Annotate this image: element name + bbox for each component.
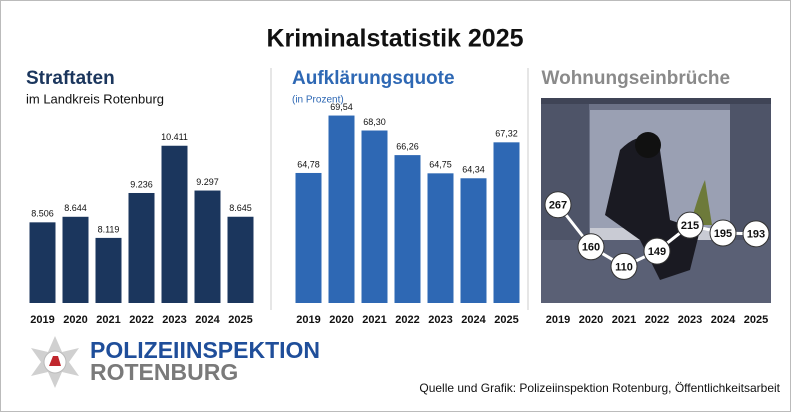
bar (328, 115, 355, 303)
x-tick-label: 2023 (162, 314, 186, 326)
marker (709, 219, 737, 247)
bar (161, 145, 188, 303)
x-tick-label: 2022 (129, 314, 153, 326)
value-label: 68,30 (363, 117, 386, 127)
marker (676, 211, 704, 239)
x-tick-label: 2024 (711, 314, 736, 326)
bar (62, 216, 89, 303)
bar (460, 178, 487, 303)
marker (577, 233, 605, 261)
value-label: 149 (648, 246, 666, 258)
x-tick-label: 2025 (228, 314, 252, 326)
value-label: 69,54 (330, 102, 353, 112)
x-tick-label: 2020 (329, 314, 353, 326)
value-label: 267 (549, 200, 567, 212)
x-tick-label: 2021 (612, 314, 636, 326)
x-tick-label: 2020 (63, 314, 87, 326)
marker (544, 191, 572, 219)
value-label: 64,75 (429, 160, 452, 170)
bar (427, 173, 454, 303)
chart-subtitle: (in Prozent) (292, 95, 344, 106)
x-tick-label: 2021 (362, 314, 386, 326)
value-label: 110 (615, 261, 633, 273)
bar (361, 130, 388, 303)
value-label: 8.645 (229, 203, 252, 213)
x-tick-label: 2023 (428, 314, 452, 326)
bar (394, 155, 421, 303)
x-tick-label: 2022 (395, 314, 419, 326)
bar (493, 142, 520, 303)
value-label: 8.506 (31, 209, 54, 219)
value-label: 8.644 (64, 203, 87, 213)
value-label: 10.411 (161, 132, 188, 142)
x-tick-label: 2019 (30, 314, 54, 326)
value-label: 193 (747, 229, 765, 241)
logo-line1: POLIZEIINSPEKTION (90, 337, 320, 363)
x-tick-label: 2020 (579, 314, 603, 326)
chart-title: Aufklärungsquote (292, 68, 455, 89)
x-tick-label: 2025 (744, 314, 768, 326)
x-tick-label: 2023 (678, 314, 702, 326)
value-label: 8.119 (98, 224, 120, 234)
value-label: 195 (714, 228, 732, 240)
main-title: Kriminalstatistik 2025 (266, 25, 523, 53)
x-tick-label: 2025 (494, 314, 518, 326)
marker (610, 252, 638, 280)
value-label: 66,26 (396, 141, 419, 151)
value-label: 160 (582, 242, 600, 254)
x-tick-label: 2024 (461, 314, 486, 326)
x-tick-label: 2019 (296, 314, 320, 326)
x-tick-label: 2019 (546, 314, 570, 326)
logo-emblem (31, 336, 79, 388)
x-tick-label: 2021 (96, 314, 120, 326)
bar (227, 216, 254, 303)
marker (643, 237, 671, 265)
value-label: 67,32 (495, 129, 518, 139)
logo-line2: ROTENBURG (90, 359, 238, 385)
bar (295, 172, 322, 303)
source: Quelle und Grafik: Polizeiinspektion Rot… (419, 381, 780, 395)
value-label: 9.297 (196, 177, 219, 187)
x-tick-label: 2022 (645, 314, 669, 326)
chart-title: Wohnungseinbrüche (542, 68, 731, 89)
bar (95, 237, 122, 303)
marker (742, 220, 770, 248)
x-tick-label: 2024 (195, 314, 220, 326)
value-label: 64,34 (462, 165, 485, 175)
value-label: 64,78 (297, 159, 320, 169)
photo (541, 98, 771, 303)
bar (128, 192, 155, 303)
value-label: 9.236 (130, 179, 153, 189)
bar (29, 222, 56, 303)
bar (194, 190, 221, 303)
chart-title: Straftaten (26, 68, 115, 89)
value-label: 215 (681, 220, 699, 232)
chart-subtitle: im Landkreis Rotenburg (26, 91, 164, 106)
